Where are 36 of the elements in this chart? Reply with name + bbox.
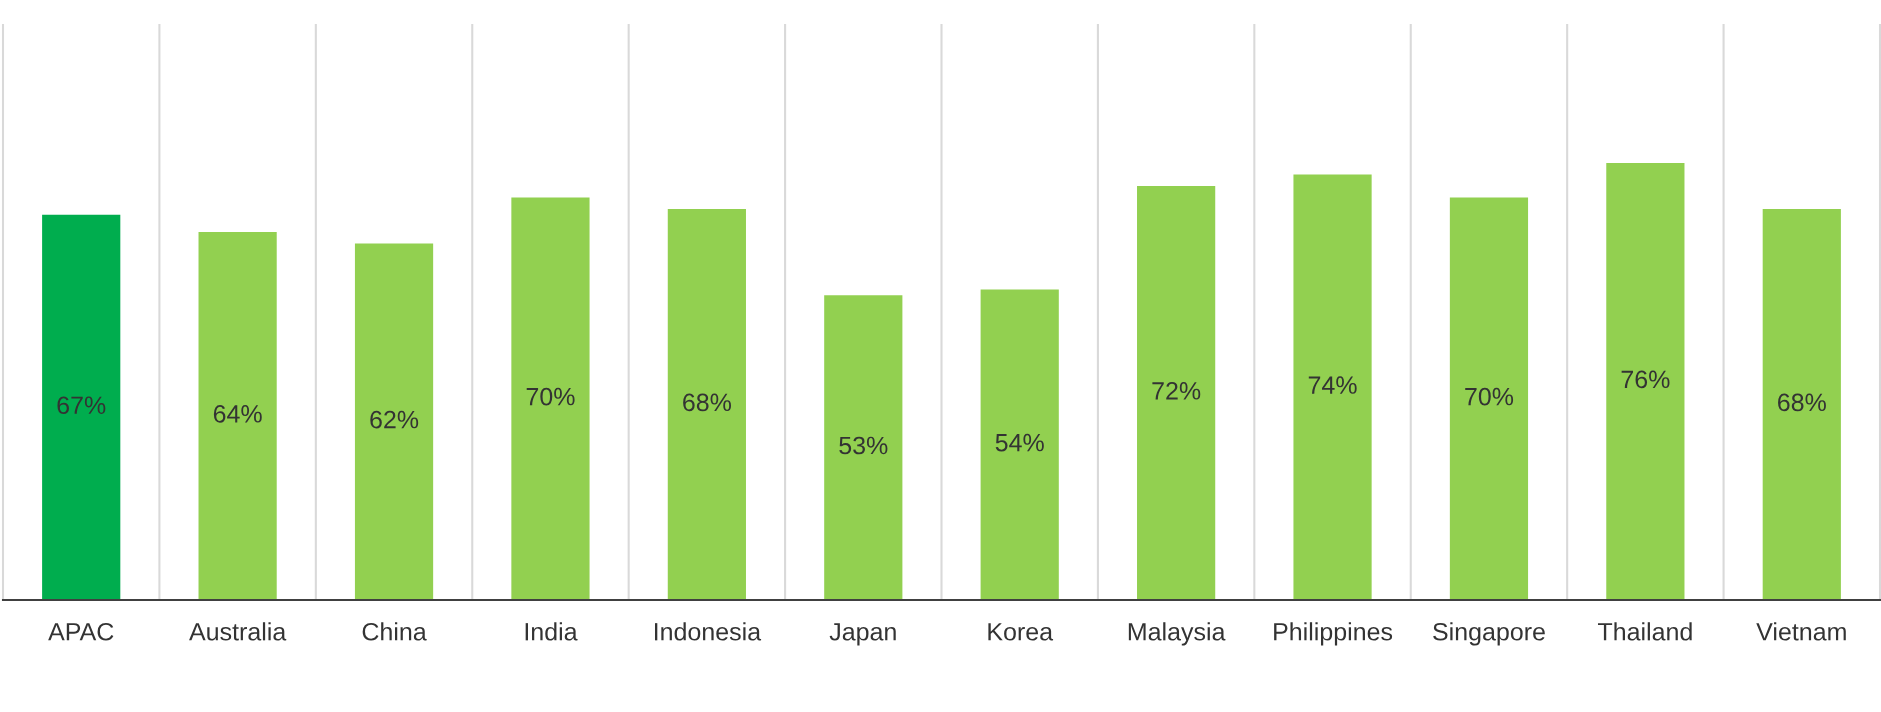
bar — [42, 214, 121, 600]
bar — [1762, 209, 1841, 600]
data-label: 64% — [213, 405, 262, 423]
data-label: 76% — [1621, 370, 1670, 389]
x-tick-label: Vietnam — [1756, 622, 1846, 641]
data-label: 72% — [1152, 382, 1201, 400]
bar — [1449, 197, 1529, 600]
x-tick-label: Indonesia — [654, 622, 762, 641]
bar — [1606, 163, 1685, 600]
data-label: 74% — [1308, 376, 1357, 394]
bar — [1293, 174, 1372, 600]
x-tick-label: India — [525, 622, 578, 641]
bar — [980, 289, 1059, 600]
x-tick-label: Malaysia — [1128, 622, 1226, 646]
bar — [1137, 186, 1216, 600]
data-label: 67% — [57, 396, 106, 415]
data-label: 53% — [839, 436, 888, 455]
bar — [198, 232, 277, 600]
bar — [511, 197, 590, 600]
x-tick-label: Japan — [829, 623, 896, 646]
data-label: 62% — [370, 410, 419, 429]
x-tick-label: APAC — [48, 622, 114, 641]
bar — [354, 243, 434, 600]
bar — [824, 295, 903, 600]
x-tick-label: Philippines — [1274, 622, 1393, 646]
data-label: 54% — [995, 433, 1044, 452]
x-tick-label: China — [362, 622, 427, 641]
x-tick-label: Singapore — [1433, 622, 1545, 646]
x-tick-label: Korea — [988, 623, 1054, 641]
x-tick-label: Australia — [189, 622, 287, 641]
data-label: 68% — [1778, 393, 1826, 412]
data-label: 70% — [526, 387, 575, 406]
data-label: 70% — [1465, 387, 1514, 406]
bar — [667, 209, 746, 600]
x-tick-label: Thailand — [1597, 622, 1692, 641]
data-label: 68% — [683, 393, 731, 412]
